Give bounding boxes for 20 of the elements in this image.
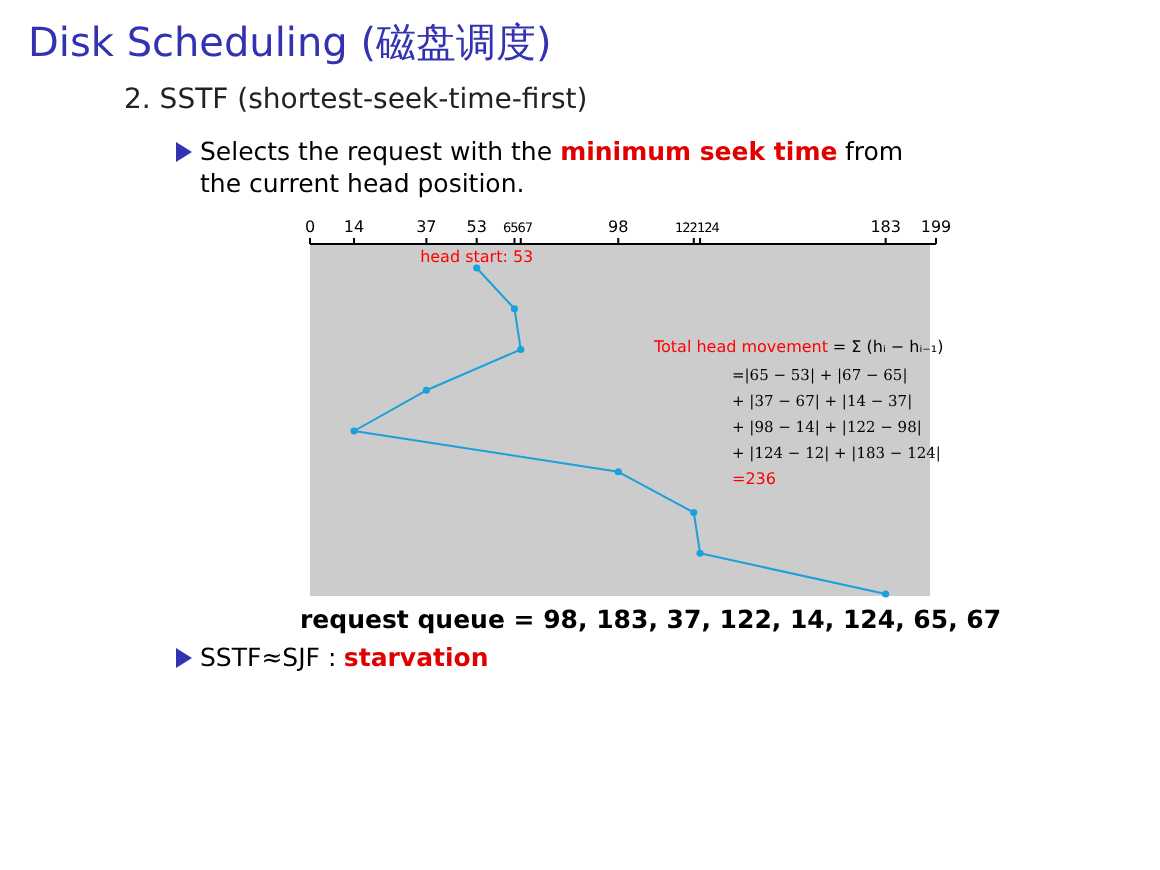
x-tick-label: 183 [870, 218, 901, 236]
annotation: head start: 53 [420, 248, 534, 266]
annotation: minimum seek time [560, 136, 838, 166]
annotation: = Σ (hᵢ − hᵢ₋₁) [832, 338, 944, 356]
annotation: SSTF≈SJF : [200, 642, 337, 672]
annotation: Selects the request with the [200, 136, 553, 166]
annotation: starvation [343, 642, 489, 672]
annotation: =236 [732, 470, 776, 488]
annotation: Total head movement [654, 338, 829, 356]
title: Disk Scheduling (磁盘调度) [28, 18, 552, 66]
x-tick-label: 0 [304, 218, 316, 236]
subtitle: 2. SSTF (shortest-seek-time-first) [124, 84, 588, 116]
annotation: the current head position. [200, 168, 525, 198]
x-tick-label: 14 [343, 218, 365, 236]
x-tick-label: 37 [416, 218, 437, 236]
x-tick-label: 53 [466, 218, 487, 236]
annotation: request queue = 98, 183, 37, 122, 14, 124, 65, 67 [300, 604, 1002, 634]
annotation: from [844, 136, 904, 166]
x-tick-label: 98 [608, 218, 629, 236]
x-tick-label: 199 [920, 218, 952, 236]
